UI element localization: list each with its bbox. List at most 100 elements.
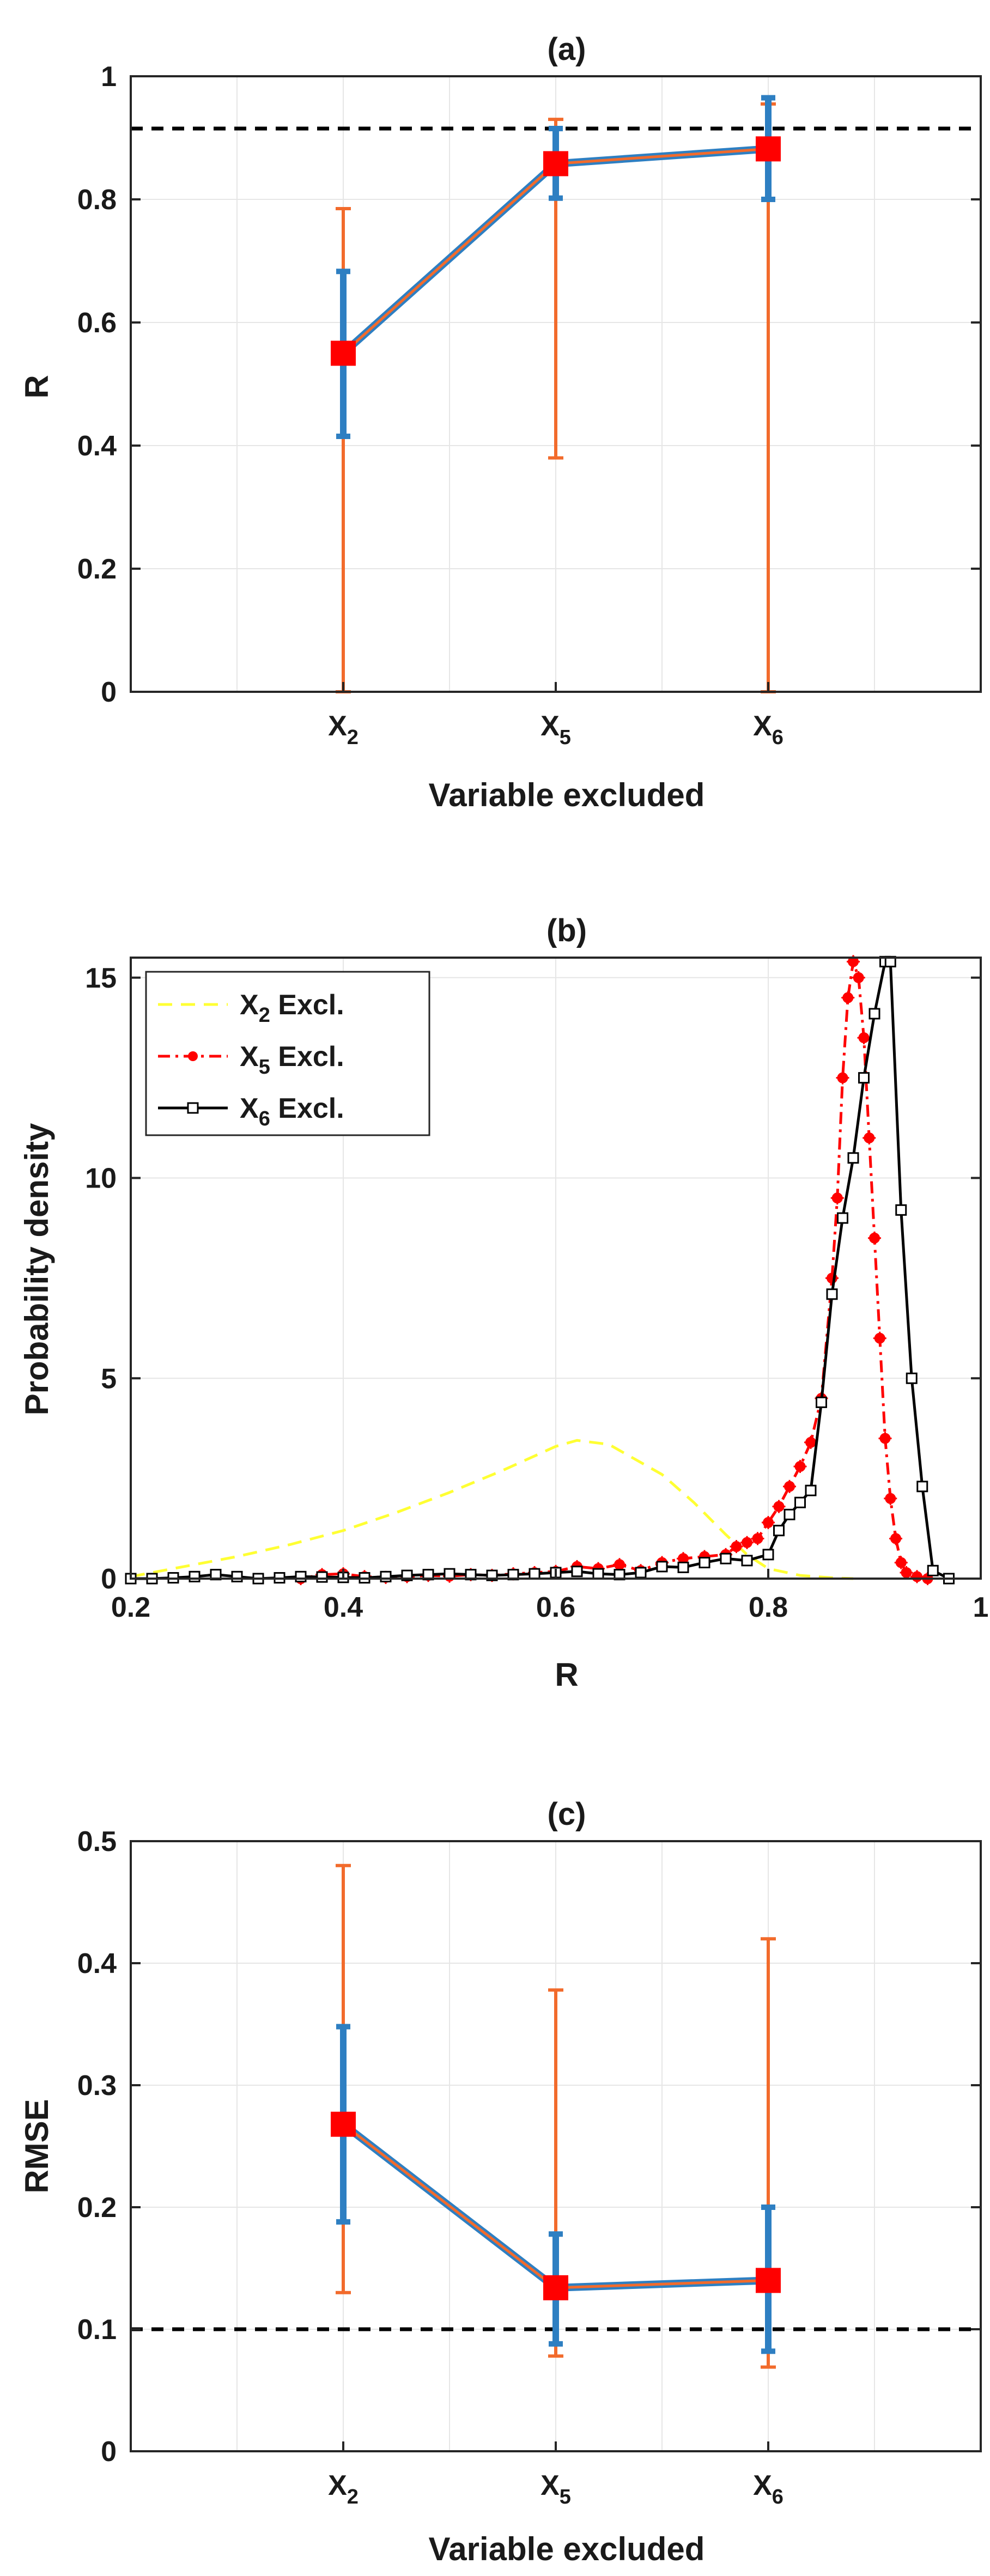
x-tick-label: X2 <box>328 2470 359 2508</box>
panel-c-xlabel: Variable excluded <box>429 2531 705 2567</box>
y-tick-label: 1 <box>101 61 117 93</box>
x-tick-label-base: X <box>328 2470 347 2501</box>
data-point <box>784 1508 795 1520</box>
x-tick-label-sub: 5 <box>560 726 571 749</box>
x-tick-label: 0.6 <box>536 1592 575 1623</box>
data-point <box>895 1204 907 1216</box>
data-point <box>916 1481 928 1493</box>
y-tick-label: 15 <box>85 963 117 994</box>
x-tick-label: 1 <box>973 1592 989 1623</box>
data-point <box>380 1570 392 1582</box>
legend-label-base: X <box>240 989 259 1021</box>
data-point <box>927 1564 939 1576</box>
median-marker <box>756 2268 781 2293</box>
data-point <box>816 1396 827 1408</box>
data-point <box>189 1570 201 1582</box>
data-point <box>868 1008 880 1020</box>
legend-label: X2 Excl. <box>240 989 344 1027</box>
legend: X2 Excl.X5 Excl.X6 Excl. <box>145 971 430 1136</box>
x-tick-label-sub: 6 <box>772 2486 784 2508</box>
y-tick-label: 0.2 <box>77 553 117 585</box>
y-tick-label: 10 <box>85 1163 117 1195</box>
data-point <box>592 1568 604 1580</box>
panel-c-title: (c) <box>548 1796 586 1832</box>
data-point <box>762 1549 774 1561</box>
data-point <box>699 1557 710 1569</box>
x-tick-label: 0.4 <box>324 1592 363 1623</box>
legend-label-rest: Excl. <box>270 1041 344 1073</box>
panel-a-ylabel: R <box>19 375 55 398</box>
x-tick-label-base: X <box>540 2470 560 2501</box>
data-point <box>906 1372 918 1384</box>
median-marker <box>331 340 356 366</box>
y-tick-label: 0.4 <box>77 430 117 462</box>
median-marker <box>756 136 781 162</box>
data-point <box>231 1570 243 1582</box>
x-tick-label: 0.2 <box>111 1592 150 1623</box>
data-point <box>677 1561 689 1573</box>
series-1 <box>130 1439 854 1580</box>
legend-label-rest: Excl. <box>270 989 344 1021</box>
x-tick-label-sub: 5 <box>560 2486 571 2508</box>
data-point <box>571 1566 583 1578</box>
x-tick-label-base: X <box>540 710 560 742</box>
x-tick-label-sub: 6 <box>772 726 784 749</box>
panel-a: (a) Variable excluded R 00.20.40.60.81X2… <box>19 32 982 813</box>
legend-label-rest: Excl. <box>270 1093 344 1124</box>
legend-label: X5 Excl. <box>240 1041 344 1079</box>
y-tick-label: 0.3 <box>77 2070 117 2102</box>
x-tick-label-base: X <box>753 710 772 742</box>
x-tick-label: X2 <box>328 710 359 749</box>
series-line <box>130 1439 854 1580</box>
data-point <box>295 1570 307 1582</box>
x-tick-label: 0.8 <box>749 1592 788 1623</box>
x-tick-label-sub: 2 <box>347 2486 359 2508</box>
legend-label-base: X <box>240 1093 259 1124</box>
legend-label-sub: 5 <box>259 1056 270 1079</box>
y-tick-label: 0.4 <box>77 1948 117 1980</box>
x-tick-label: X6 <box>753 2470 784 2508</box>
legend-label-sub: 6 <box>259 1107 270 1130</box>
y-tick-label: 0 <box>101 1563 117 1595</box>
y-tick-label: 0 <box>101 2436 117 2468</box>
data-point <box>316 1571 328 1583</box>
data-point <box>858 1072 870 1084</box>
data-point <box>720 1552 732 1564</box>
legend-label-sub: 2 <box>259 1004 270 1027</box>
panel-c: (c) Variable excluded RMSE 0 0.1 0.2 0.3 0.4… <box>19 1796 982 2567</box>
panel-b-ylabel: Probability density <box>19 1123 55 1415</box>
data-point <box>635 1567 647 1579</box>
panel-c-grid <box>131 1841 981 2451</box>
legend-label-base: X <box>240 1041 259 1073</box>
legend-marker <box>187 1102 199 1114</box>
data-point <box>805 1484 817 1496</box>
panel-b-xlabel: R <box>555 1657 578 1693</box>
y-tick-label: 0 <box>101 677 117 708</box>
x-tick-label: X6 <box>753 710 784 749</box>
data-point <box>741 1555 753 1567</box>
y-tick-label: 0.2 <box>77 2192 117 2224</box>
data-point <box>773 1525 785 1537</box>
median-marker <box>543 151 568 176</box>
legend-marker <box>188 1051 198 1061</box>
data-point <box>837 1212 848 1224</box>
y-tick-label: 0.5 <box>77 1826 117 1858</box>
panel-c-ylabel: RMSE <box>19 2099 55 2193</box>
data-point <box>529 1568 540 1580</box>
median-marker <box>543 2275 568 2300</box>
y-tick-label: 0.8 <box>77 184 117 216</box>
panel-a-xlabel: Variable excluded <box>429 777 705 813</box>
x-tick-label-base: X <box>753 2470 772 2501</box>
x-tick-label: X5 <box>540 710 571 749</box>
median-marker <box>331 2111 356 2137</box>
panel-b-title: (b) <box>546 913 587 948</box>
panel-a-title: (a) <box>548 32 586 67</box>
data-point <box>444 1568 455 1580</box>
x-tick-label: X5 <box>540 2470 571 2508</box>
data-point <box>656 1561 668 1573</box>
y-tick-label: 5 <box>101 1363 117 1394</box>
x-tick-label-base: X <box>328 710 347 742</box>
